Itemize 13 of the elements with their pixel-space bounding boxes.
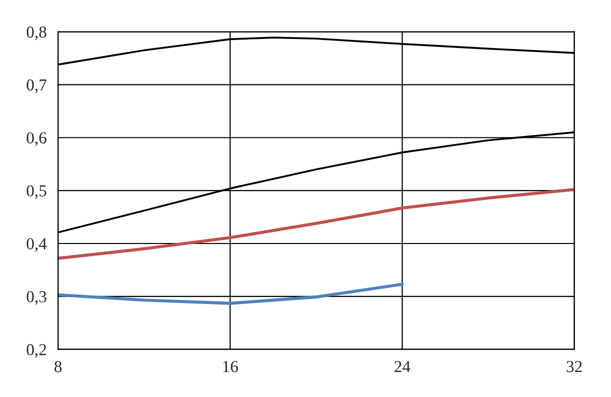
y-tick-label: 0,6 [26, 132, 46, 146]
x-tick-label: 16 [223, 361, 238, 372]
y-tick-label: 0,2 [26, 344, 46, 358]
x-tick-label: 24 [394, 361, 410, 372]
y-tick-label: 0,7 [26, 79, 46, 94]
x-tick-label: 32 [566, 361, 582, 372]
y-tick-label: 0,4 [26, 238, 47, 252]
y-tick-label: 0,3 [26, 291, 46, 305]
x-tick-label: 8 [54, 360, 62, 372]
line-series [58, 188, 574, 260]
line-series [58, 282, 404, 305]
y-tick-label: 0,8 [26, 26, 46, 40]
y-tick-label: 0,5 [26, 185, 46, 199]
